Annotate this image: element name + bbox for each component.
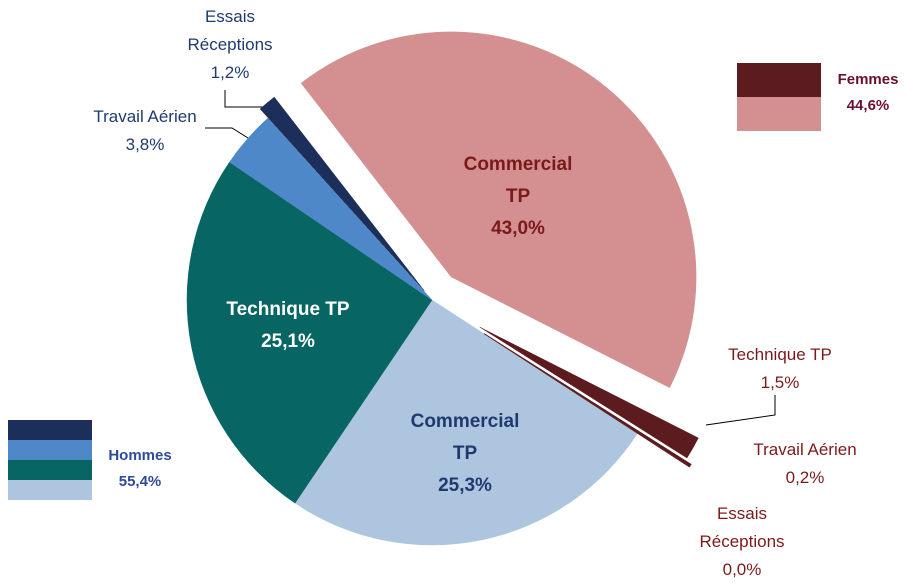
legend-swatch [8, 420, 92, 440]
slice-label: Technique TP 25,1% [178, 294, 398, 358]
slice-label: Essais Réceptions 1,2% [175, 3, 285, 87]
slice-value-label: 0,2% [785, 468, 825, 487]
slice-label: Essais Réceptions 0,0% [687, 500, 797, 584]
slice-name: Essais Réceptions [699, 504, 785, 551]
slice-name: Commercial TP [463, 154, 573, 207]
legend-value: 55,4% [118, 473, 162, 490]
slice-name: Technique TP [728, 345, 832, 364]
slice-label: Commercial TP 43,0% [453, 149, 583, 245]
pie-slice [484, 333, 692, 468]
slice-name: Commercial TP [410, 411, 520, 464]
slice-name: Technique TP [226, 299, 350, 320]
slice-label: Travail Aérien 3,8% [70, 103, 220, 159]
slice-value-label: 25,1% [261, 331, 315, 352]
slice-name: Travail Aérien [93, 107, 197, 126]
legend-name: Femmes [837, 71, 899, 88]
slice-value-label: 43,0% [491, 218, 545, 239]
slice-value-label: 1,5% [760, 373, 800, 392]
pie-slice [294, 299, 638, 546]
legend-swatch [8, 460, 92, 480]
legend-entry: Hommes 55,4% [108, 443, 171, 495]
pie-slice [186, 161, 433, 504]
pie-slice [300, 31, 697, 389]
slice-label: Commercial TP 25,3% [400, 406, 530, 502]
legend-entry: Femmes 44,6% [838, 67, 899, 119]
slice-label: Travail Aérien 0,2% [725, 436, 885, 492]
leader-line [224, 90, 268, 108]
slice-value-label: 25,3% [438, 475, 492, 496]
legend-swatch [737, 63, 821, 97]
pie-slice [229, 117, 433, 301]
slice-label: Technique TP 1,5% [700, 341, 860, 397]
pie-slice [259, 96, 425, 291]
slice-name: Travail Aérien [753, 440, 857, 459]
legend-value: 44,6% [846, 97, 890, 114]
slice-value-label: 0,0% [722, 560, 762, 579]
slice-name: Essais Réceptions [187, 7, 273, 54]
slice-value-label: 3,8% [125, 135, 165, 154]
pie-slice [479, 326, 699, 459]
legend-swatch [8, 440, 92, 460]
leader-line [705, 395, 776, 426]
legend-swatch [737, 97, 821, 131]
legend-swatch [8, 480, 92, 500]
slice-value-label: 1,2% [210, 63, 250, 82]
legend-name: Hommes [108, 447, 172, 464]
leader-line [205, 127, 249, 139]
